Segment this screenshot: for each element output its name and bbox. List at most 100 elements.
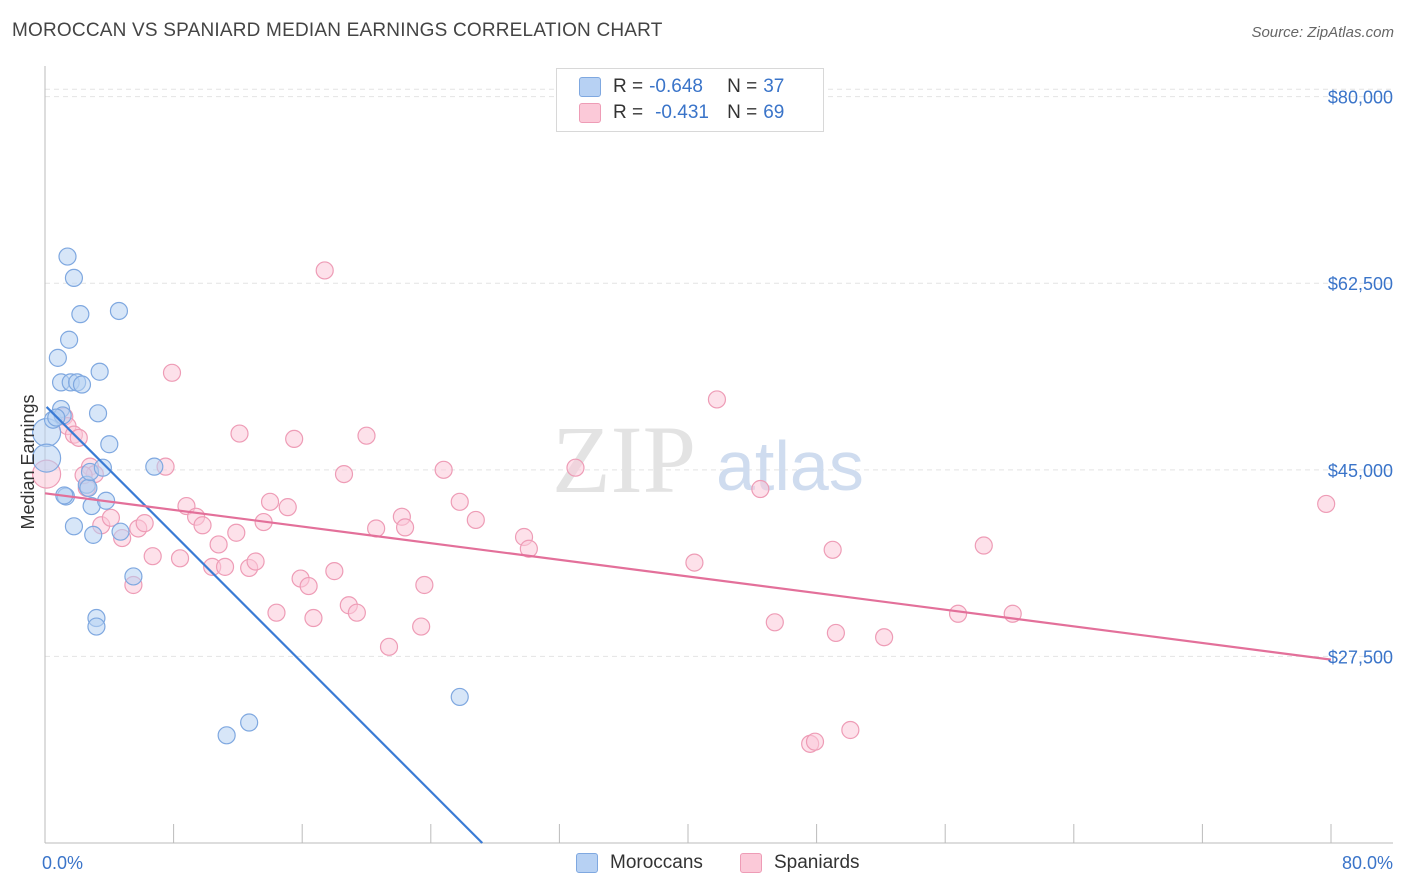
point-spaniards xyxy=(707,390,727,409)
point-moroccans xyxy=(145,457,164,476)
r-value: -0.648 xyxy=(649,76,703,97)
axis-labels: $27,500 $45,000 $62,500 $80,000 0.0% 80.0% xyxy=(42,88,1393,873)
legend-item-spaniards[interactable]: Spaniards xyxy=(740,852,860,874)
x-tick-label-max: 80.0% xyxy=(1342,853,1393,873)
point-spaniards xyxy=(823,540,842,559)
watermark: ZIP atlas xyxy=(552,406,864,513)
point-moroccans xyxy=(88,404,108,423)
trend-line-spaniards xyxy=(44,492,1332,661)
point-spaniards xyxy=(412,617,431,636)
point-spaniards xyxy=(315,261,334,280)
point-spaniards xyxy=(379,637,399,656)
point-spaniards xyxy=(826,623,845,643)
n-value: 69 xyxy=(763,102,785,123)
point-spaniards xyxy=(685,553,704,572)
point-spaniards xyxy=(974,536,993,555)
point-spaniards xyxy=(566,458,585,477)
point-spaniards xyxy=(805,732,825,751)
point-moroccans xyxy=(71,305,90,324)
point-moroccans xyxy=(48,348,67,367)
stats-row-spaniards: R = -0.431 N = 69 xyxy=(579,101,784,125)
point-spaniards xyxy=(357,426,376,445)
point-spaniards xyxy=(325,562,344,581)
point-spaniards xyxy=(162,363,182,382)
y-tick-label: $45,000 xyxy=(1328,461,1393,481)
point-spaniards xyxy=(285,429,304,449)
point-moroccans xyxy=(217,726,236,745)
y-tick-label: $27,500 xyxy=(1328,647,1393,667)
source-label: Source: ZipAtlas.com xyxy=(1251,24,1394,41)
stats-legend: R = -0.648 N = 37 R = -0.431 N = 69 xyxy=(556,68,824,132)
point-moroccans xyxy=(124,567,143,586)
point-spaniards xyxy=(450,492,469,511)
point-moroccans xyxy=(111,522,130,541)
moroccans-legend-swatch xyxy=(576,853,598,873)
x-tick-label-min: 0.0% xyxy=(42,853,83,873)
point-spaniards xyxy=(334,464,354,484)
point-spaniards xyxy=(948,604,968,623)
point-spaniards xyxy=(1317,494,1336,514)
point-spaniards xyxy=(227,523,246,542)
point-moroccans xyxy=(90,362,109,381)
point-spaniards xyxy=(101,508,121,527)
r-value: -0.431 xyxy=(655,102,709,123)
spaniards-legend-swatch xyxy=(740,853,762,873)
point-moroccans xyxy=(64,268,84,288)
n-value: 37 xyxy=(763,76,785,97)
y-tick-label: $62,500 xyxy=(1328,274,1393,294)
point-moroccans xyxy=(58,247,77,266)
point-moroccans xyxy=(240,713,259,732)
point-spaniards xyxy=(143,547,162,566)
y-axis-label: Median Earnings xyxy=(18,394,38,529)
series-legend: Moroccans Spaniards xyxy=(0,852,1406,878)
trend-lines xyxy=(44,406,1332,844)
point-moroccans xyxy=(100,435,119,454)
n-label: N = xyxy=(727,76,758,97)
point-spaniards xyxy=(765,613,784,632)
data-points xyxy=(32,247,1336,753)
point-spaniards xyxy=(875,628,894,647)
point-spaniards xyxy=(395,518,415,537)
point-spaniards xyxy=(267,603,286,622)
stats-row-moroccans: R = -0.648 N = 37 xyxy=(579,75,784,99)
point-spaniards xyxy=(299,576,318,596)
spaniards-swatch xyxy=(579,103,601,123)
point-spaniards xyxy=(246,552,265,571)
point-moroccans xyxy=(87,617,106,636)
point-spaniards xyxy=(434,460,453,479)
point-moroccans xyxy=(32,443,62,473)
point-spaniards xyxy=(193,516,212,535)
point-moroccans xyxy=(60,330,79,349)
point-spaniards xyxy=(230,424,249,443)
moroccans-swatch xyxy=(579,77,601,97)
r-label: R = xyxy=(613,76,644,97)
point-moroccans xyxy=(72,375,92,394)
point-spaniards xyxy=(304,608,323,628)
point-spaniards xyxy=(519,539,538,558)
legend-item-moroccans[interactable]: Moroccans xyxy=(576,852,703,874)
point-spaniards xyxy=(751,479,770,499)
point-moroccans xyxy=(64,517,84,536)
point-spaniards xyxy=(278,498,297,517)
point-spaniards xyxy=(135,514,154,533)
chart-title: MOROCCAN VS SPANIARD MEDIAN EARNINGS COR… xyxy=(12,20,663,41)
point-moroccans xyxy=(79,478,98,498)
point-spaniards xyxy=(215,557,235,576)
trend-line-moroccans xyxy=(45,406,484,844)
point-spaniards xyxy=(347,603,366,622)
n-label: N = xyxy=(727,102,758,123)
legend-label-spaniards: Spaniards xyxy=(774,852,860,873)
legend-label-moroccans: Moroccans xyxy=(610,852,703,873)
point-spaniards xyxy=(209,535,228,554)
y-tick-label: $80,000 xyxy=(1328,88,1393,108)
point-moroccans xyxy=(109,301,129,321)
point-moroccans xyxy=(84,525,103,544)
point-spaniards xyxy=(466,510,485,530)
point-spaniards xyxy=(170,549,190,568)
point-moroccans xyxy=(93,458,112,477)
watermark-atlas: atlas xyxy=(716,427,864,505)
point-spaniards xyxy=(841,720,860,740)
point-moroccans xyxy=(450,687,469,707)
r-label: R = xyxy=(613,102,644,123)
